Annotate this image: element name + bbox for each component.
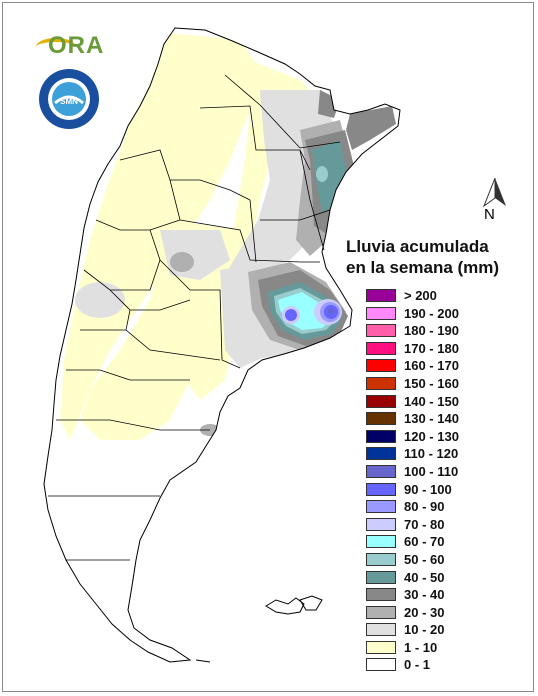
legend-label: 10 - 20 <box>404 622 445 638</box>
legend-item: 30 - 40 <box>366 586 526 604</box>
ora-logo: ORA <box>36 28 106 62</box>
legend-swatch <box>366 482 396 496</box>
legend-label: 160 - 170 <box>404 358 459 374</box>
legend-swatch <box>366 447 396 461</box>
legend-swatch <box>366 517 396 531</box>
legend-item: 50 - 60 <box>366 551 526 569</box>
legend-label: 190 - 200 <box>404 305 459 321</box>
legend-swatch <box>366 376 396 390</box>
legend-swatch <box>366 552 396 566</box>
legend-label: 110 - 120 <box>404 446 459 462</box>
legend-item: 1 - 10 <box>366 639 526 657</box>
legend-label: 60 - 70 <box>404 534 445 550</box>
legend-item: 120 - 130 <box>366 428 526 446</box>
legend-label: 50 - 60 <box>404 551 445 567</box>
north-arrow-icon <box>482 177 506 208</box>
legend-label: 120 - 130 <box>404 428 459 444</box>
country-outline <box>43 27 401 663</box>
legend-swatch <box>366 429 396 443</box>
legend-swatch <box>366 535 396 549</box>
north-arrow: N <box>480 176 510 224</box>
legend-item: 160 - 170 <box>366 357 526 375</box>
legend-label: 1 - 10 <box>404 639 438 655</box>
legend-label: 0 - 1 <box>404 657 431 673</box>
legend-item: 110 - 120 <box>366 445 526 463</box>
legend-label: 140 - 150 <box>404 393 459 409</box>
legend-swatch <box>366 359 396 373</box>
isla-estados <box>195 659 211 663</box>
legend-label: 20 - 30 <box>404 604 445 620</box>
legend-swatch <box>366 324 396 338</box>
legend: > 200 190 - 200 180 - 190 170 - 180 160 - 17… <box>366 287 526 674</box>
legend-label: 180 - 190 <box>404 323 459 339</box>
legend-item: 180 - 190 <box>366 322 526 340</box>
legend-item: > 200 <box>366 287 526 305</box>
legend-swatch <box>366 605 396 619</box>
legend-label: > 200 <box>404 288 437 303</box>
smn-seal-logo: SMN <box>39 69 99 129</box>
north-label: N <box>484 206 495 223</box>
legend-item: 10 - 20 <box>366 621 526 639</box>
province-boundaries <box>48 74 341 561</box>
legend-item: 140 - 150 <box>366 393 526 411</box>
legend-swatch <box>366 412 396 426</box>
logo-arc-icon <box>36 38 76 56</box>
legend-label: 80 - 90 <box>404 499 445 515</box>
legend-item: 130 - 140 <box>366 410 526 428</box>
legend-swatch <box>366 306 396 320</box>
legend-swatch <box>366 289 396 302</box>
legend-swatch <box>366 658 396 672</box>
legend-item: 90 - 100 <box>366 481 526 499</box>
legend-item: 170 - 180 <box>366 340 526 358</box>
legend-title: Lluvia acumulada en la semana (mm) <box>346 237 500 277</box>
legend-label: 40 - 50 <box>404 569 445 585</box>
svg-text:SMN: SMN <box>60 97 78 106</box>
legend-label: 170 - 180 <box>404 340 459 356</box>
legend-label: 130 - 140 <box>404 411 459 427</box>
legend-item: 40 - 50 <box>366 569 526 587</box>
legend-label: 30 - 40 <box>404 587 445 603</box>
legend-swatch <box>366 640 396 654</box>
legend-swatch <box>366 464 396 478</box>
legend-label: 70 - 80 <box>404 516 445 532</box>
legend-item: 190 - 200 <box>366 305 526 323</box>
legend-item: 80 - 90 <box>366 498 526 516</box>
legend-swatch <box>366 570 396 584</box>
legend-item: 70 - 80 <box>366 516 526 534</box>
legend-swatch <box>366 500 396 514</box>
legend-label: 90 - 100 <box>404 481 452 497</box>
legend-swatch <box>366 394 396 408</box>
legend-swatch <box>366 341 396 355</box>
legend-item: 0 - 1 <box>366 656 526 674</box>
legend-swatch <box>366 623 396 637</box>
legend-swatch <box>366 588 396 602</box>
malvinas-islands <box>265 595 323 615</box>
legend-item: 20 - 30 <box>366 604 526 622</box>
legend-item: 150 - 160 <box>366 375 526 393</box>
legend-item: 60 - 70 <box>366 533 526 551</box>
legend-label: 100 - 110 <box>404 463 459 479</box>
legend-label: 150 - 160 <box>404 375 459 391</box>
legend-item: 100 - 110 <box>366 463 526 481</box>
